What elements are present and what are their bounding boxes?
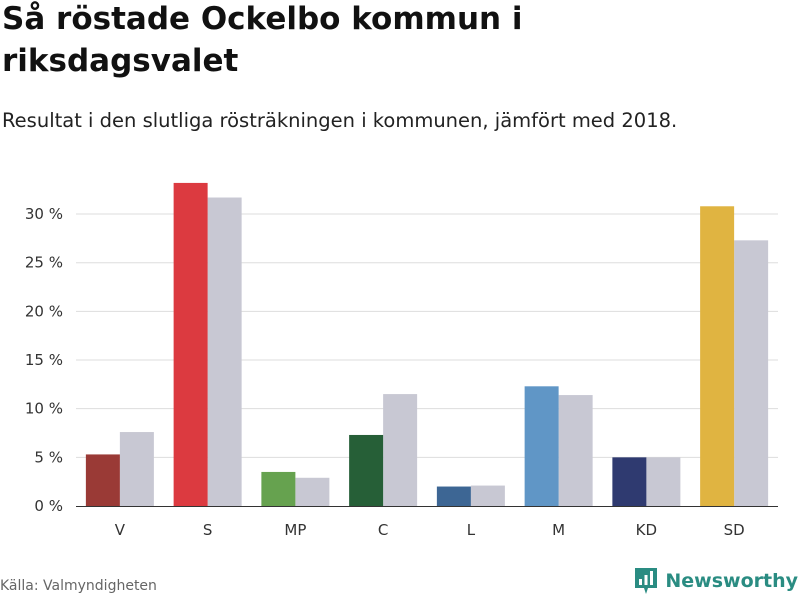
y-tick-label: 15 % bbox=[25, 351, 63, 369]
bar-c-2022 bbox=[349, 434, 384, 506]
bar-l-2022 bbox=[436, 486, 471, 506]
y-tick-label: 0 % bbox=[34, 497, 63, 515]
x-tick-label: C bbox=[378, 521, 388, 539]
bar-l-2018 bbox=[470, 485, 505, 506]
bar-c-2018 bbox=[383, 394, 418, 506]
bar-sd-2022 bbox=[700, 206, 735, 506]
x-tick-label: MP bbox=[284, 521, 306, 539]
bar-kd-2022 bbox=[612, 457, 647, 506]
bar-mp-2022 bbox=[261, 471, 296, 506]
x-tick-label: L bbox=[467, 521, 476, 539]
bar-sd-2018 bbox=[734, 240, 769, 506]
x-tick-label: SD bbox=[724, 521, 745, 539]
chart-subtitle: Resultat i den slutliga rösträkningen i … bbox=[2, 109, 678, 132]
y-tick-label: 25 % bbox=[25, 254, 63, 272]
y-tick-label: 30 % bbox=[25, 205, 63, 223]
y-axis-tick-labels: 0 % 5 % 10 % 15 % 20 % 25 % 30 % bbox=[25, 205, 63, 515]
bar-mp-2018 bbox=[295, 477, 330, 506]
bars bbox=[85, 182, 769, 506]
chart-title: Så röstade Ockelbo kommun i riksdagsvale… bbox=[2, 1, 523, 79]
x-axis-tick-labels: V S MP C L M KD SD bbox=[115, 521, 745, 539]
brand-logo: Newsworthy bbox=[633, 566, 798, 596]
bar-v-2018 bbox=[119, 432, 154, 506]
bar-m-2018 bbox=[558, 395, 593, 506]
x-tick-label: M bbox=[552, 521, 565, 539]
bar-v-2022 bbox=[85, 454, 120, 506]
source-note: Källa: Valmyndigheten bbox=[0, 578, 157, 594]
bar-s-2018 bbox=[207, 197, 242, 506]
bar-m-2022 bbox=[524, 386, 559, 506]
bar-chart-logo-icon bbox=[635, 568, 658, 594]
bar-s-2022 bbox=[173, 182, 208, 506]
x-tick-label: V bbox=[115, 521, 126, 539]
x-tick-label: S bbox=[203, 521, 213, 539]
bar-kd-2018 bbox=[646, 457, 681, 506]
y-tick-label: 10 % bbox=[25, 400, 63, 418]
y-tick-label: 5 % bbox=[34, 448, 63, 466]
brand-name: Newsworthy bbox=[665, 570, 798, 592]
y-tick-label: 20 % bbox=[25, 302, 63, 320]
x-tick-label: KD bbox=[636, 521, 657, 539]
